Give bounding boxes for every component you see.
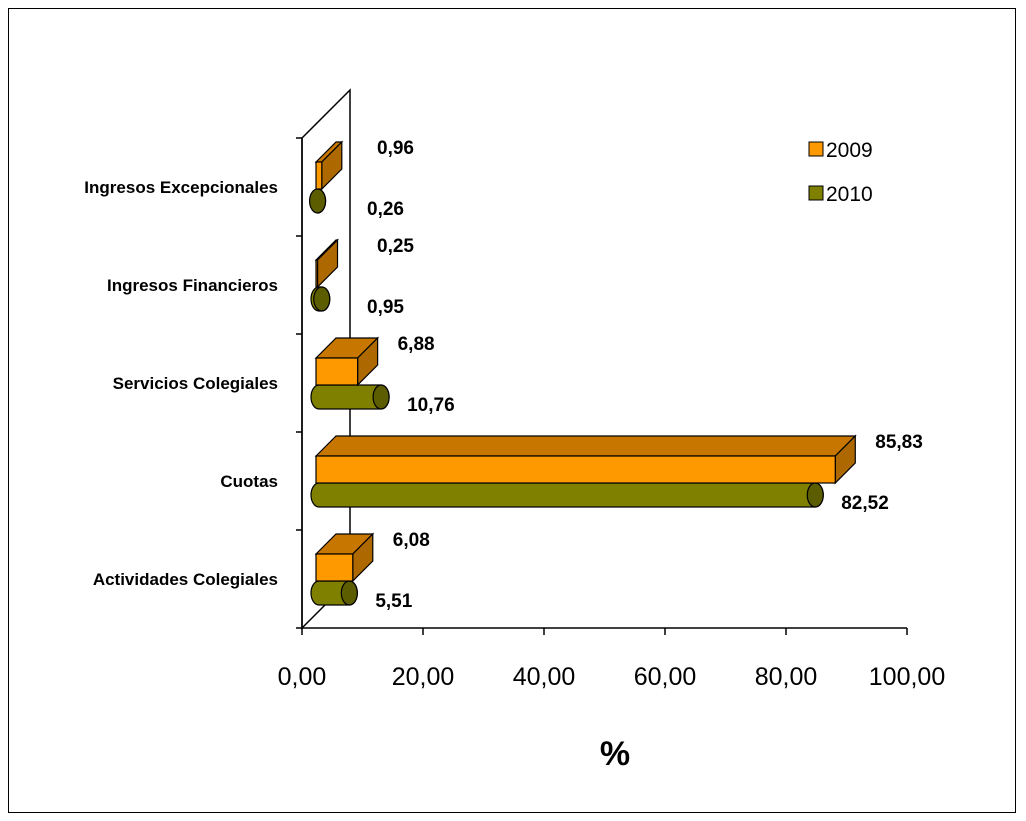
legend-label-2010: 2010 [826, 183, 873, 206]
x-tick-label: 0,00 [278, 663, 327, 691]
data-label-2010: 10,76 [407, 395, 455, 416]
bar-2009 [314, 532, 375, 583]
bar-2009 [314, 336, 380, 387]
bar-2010-cap [313, 286, 331, 312]
x-axis-title: % [600, 735, 630, 773]
bar-2010 [308, 188, 327, 214]
bar-2010 [310, 580, 358, 606]
data-label-2009: 0,25 [377, 236, 414, 257]
bar-2009-top [314, 435, 857, 457]
bar-2010 [310, 482, 824, 508]
category-label: Actividades Colegiales [93, 570, 278, 589]
bar-2010 [310, 384, 390, 410]
bar-2009-front [315, 357, 359, 386]
data-label-2009: 85,83 [875, 432, 923, 453]
category-label: Cuotas [220, 472, 278, 491]
data-label-2010: 5,51 [375, 591, 412, 612]
bar-2010-cap [308, 188, 327, 214]
data-label-2009: 6,88 [398, 334, 435, 355]
category-label: Servicios Colegiales [113, 374, 278, 393]
bar-2009-front [315, 161, 323, 190]
bar-2010-cap [806, 482, 824, 508]
axes-layer [296, 137, 908, 635]
data-label-2010: 0,95 [367, 297, 404, 318]
category-label: Ingresos Financieros [107, 276, 278, 295]
data-label-2009: 0,96 [377, 138, 414, 159]
x-tick-label: 80,00 [755, 663, 818, 691]
bar-2009-front [315, 455, 836, 484]
bar-2010-body [310, 482, 824, 508]
category-label: Ingresos Excepcionales [84, 178, 278, 197]
x-tick-label: 60,00 [634, 663, 697, 691]
legend-swatch-2009 [808, 141, 824, 157]
bar-2010-cap [340, 580, 358, 606]
data-label-2009: 6,08 [393, 530, 430, 551]
x-tick-label: 100,00 [869, 663, 945, 691]
legend-swatch-2010 [808, 185, 824, 201]
bar-2009 [314, 434, 857, 485]
bar-2010 [310, 286, 331, 312]
bar-2010-cap [372, 384, 390, 410]
x-tick-label: 20,00 [392, 663, 455, 691]
bar-2009 [314, 140, 344, 191]
data-label-2010: 82,52 [841, 493, 889, 514]
legend-label-2009: 2009 [826, 139, 873, 162]
bars-layer [308, 140, 857, 606]
legend: 2009 2010 [808, 139, 873, 206]
bar-2009 [314, 238, 339, 289]
chart-frame [8, 8, 1016, 813]
bar-2009-front [315, 553, 354, 582]
x-tick-label: 40,00 [513, 663, 576, 691]
bar-2009-front [315, 259, 319, 288]
data-label-2010: 0,26 [367, 199, 404, 220]
labels-layer: 0,00 20,00 40,00 60,00 80,00 100,00 Actividade… [84, 138, 945, 691]
